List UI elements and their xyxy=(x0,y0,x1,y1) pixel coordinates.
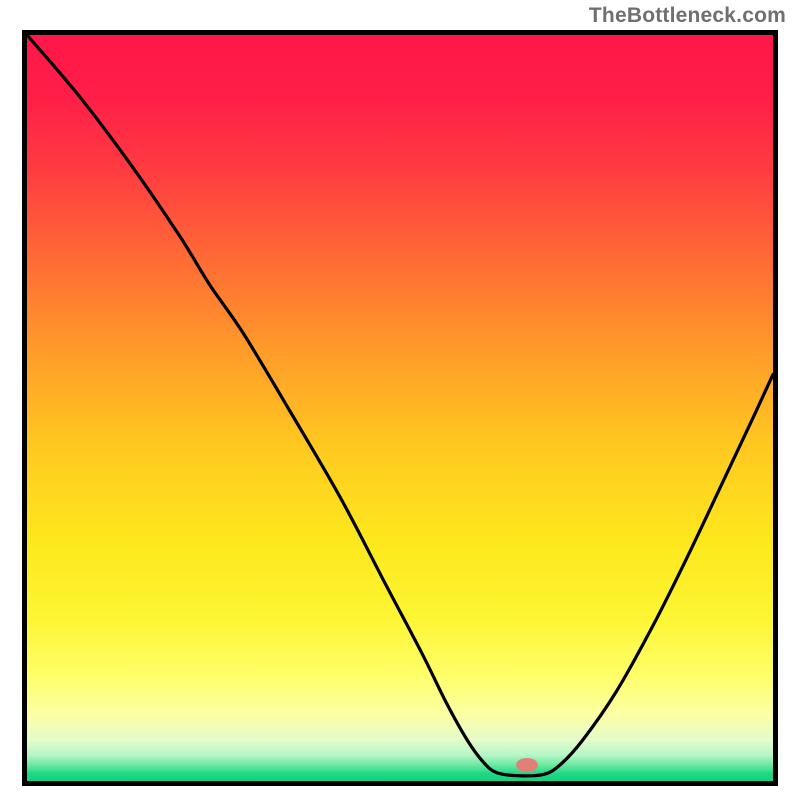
bottleneck-curve xyxy=(0,0,800,800)
marker-svg xyxy=(514,756,540,774)
curve-path xyxy=(27,35,773,776)
marker-ellipse xyxy=(516,758,538,772)
sweet-spot-marker xyxy=(527,765,553,783)
chart-root: { "watermark": { "text": "TheBottleneck.… xyxy=(0,0,800,800)
